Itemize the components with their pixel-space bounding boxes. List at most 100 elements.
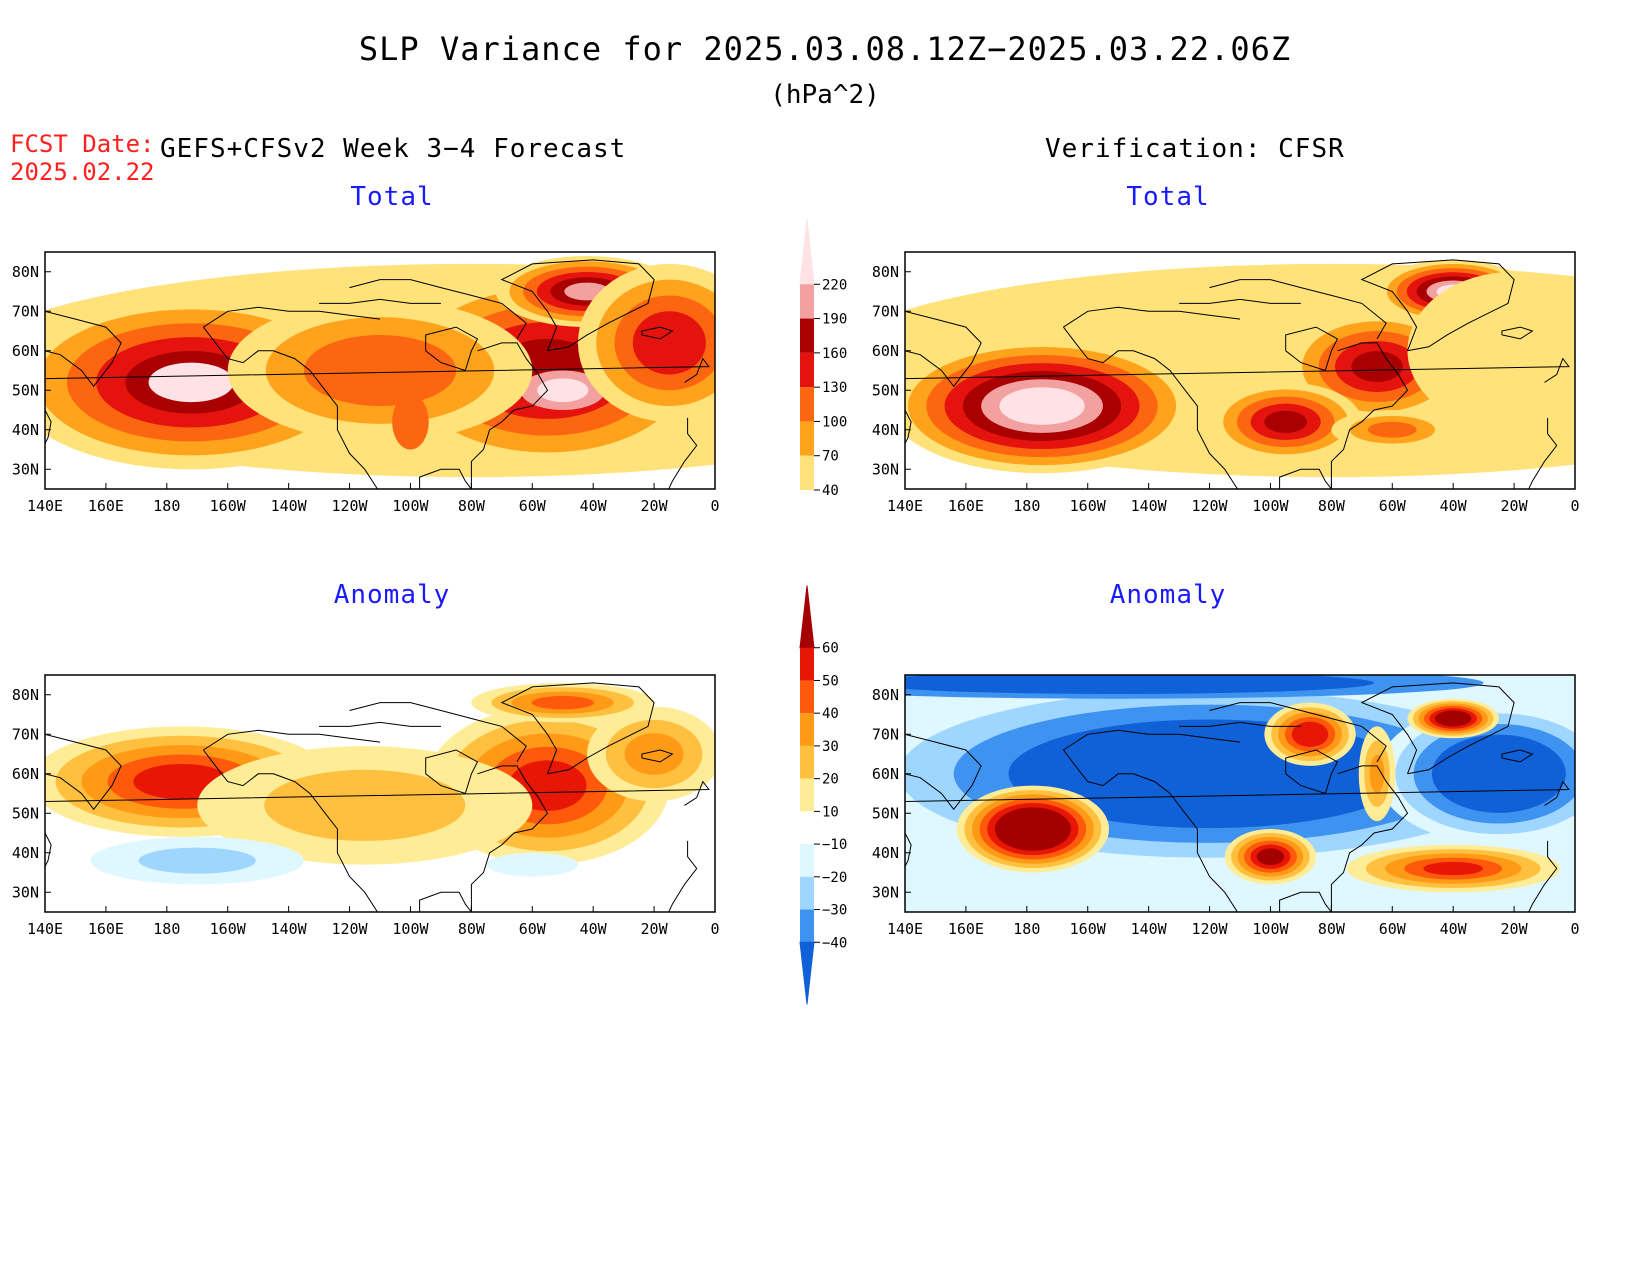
contour-fill	[1367, 421, 1417, 438]
coastline	[319, 721, 441, 727]
x-tick-label: 0	[710, 920, 719, 938]
colorbar-swatch	[800, 680, 814, 714]
x-tick-label: 160E	[88, 497, 124, 515]
colorbar-swatch	[800, 745, 814, 779]
map-panel-ft: 140E 160E 180 160W 140W 120W 100W 80W 60W 40W 20W 0…	[12, 251, 720, 515]
y-tick-label: 60N	[12, 765, 39, 783]
x-tick-label: 160E	[948, 497, 984, 515]
contour-fill	[138, 847, 256, 874]
y-tick-label: 30N	[872, 883, 899, 901]
coastline	[425, 326, 479, 372]
y-tick-label: 40N	[872, 421, 899, 439]
x-tick-label: 20W	[641, 920, 669, 938]
fcst-date-value: 2025.02.22	[10, 158, 155, 186]
map-frame	[904, 251, 1576, 490]
verification-header: Verification: CFSR	[1045, 134, 1345, 164]
x-tick-label: 140E	[887, 497, 923, 515]
x-tick-label: 0	[1570, 920, 1579, 938]
y-tick-label: 70N	[872, 302, 899, 320]
x-tick-label: 140E	[887, 920, 923, 938]
y-tick-label: 80N	[12, 263, 39, 281]
y-tick-label: 30N	[12, 460, 39, 478]
y-tick-label: 60N	[872, 342, 899, 360]
coastline	[905, 832, 912, 868]
verification-anomaly-subtitle: Anomaly	[1109, 580, 1227, 610]
contour-fill	[1264, 410, 1307, 433]
coastline	[419, 765, 549, 912]
forecast-total-subtitle: Total	[350, 182, 434, 212]
contour-fill	[264, 769, 466, 841]
coastline	[641, 326, 674, 340]
colorbar-swatch	[800, 421, 814, 456]
x-tick-label: 160W	[1070, 497, 1107, 515]
x-tick-label: 40W	[1440, 920, 1468, 938]
x-tick-label: 160E	[88, 920, 124, 938]
colorbar-swatch	[800, 811, 814, 845]
figure-title: SLP Variance for 2025.03.08.12Z−2025.03.…	[358, 30, 1292, 68]
forecast-header: GEFS+CFSv2 Week 3−4 Forecast	[160, 134, 627, 164]
y-tick-label: 70N	[12, 725, 39, 743]
coastline	[500, 682, 655, 775]
colorbar-label: −10	[822, 837, 847, 853]
y-tick-label: 40N	[12, 844, 39, 862]
colorbar-swatch	[800, 876, 814, 910]
x-tick-label: 120W	[331, 920, 368, 938]
x-tick-label: 60W	[519, 920, 547, 938]
contour-fill	[632, 311, 706, 375]
coastline	[905, 310, 982, 388]
colorbar-label: 30	[822, 739, 839, 755]
x-tick-label: 0	[710, 497, 719, 515]
coastline	[419, 342, 549, 489]
x-tick-label: 120W	[331, 497, 368, 515]
colorbar-label: −40	[822, 935, 847, 951]
x-tick-label: 100W	[1252, 920, 1289, 938]
units-label: (hPa^2)	[770, 80, 880, 110]
y-tick-label: 80N	[872, 686, 899, 704]
coastline	[668, 840, 698, 912]
y-tick-label: 40N	[12, 421, 39, 439]
coastline	[1528, 417, 1558, 489]
colorbar-swatch	[800, 318, 814, 353]
x-tick-label: 180	[1013, 497, 1040, 515]
x-tick-label: 140W	[271, 497, 308, 515]
contour-fill	[1369, 754, 1385, 793]
x-tick-label: 40W	[580, 920, 608, 938]
coastline	[1063, 306, 1241, 328]
x-tick-label: 180	[1013, 920, 1040, 938]
coastline	[1179, 298, 1301, 304]
coastline	[45, 780, 710, 806]
x-tick-label: 140W	[1131, 497, 1168, 515]
x-tick-label: 60W	[1379, 497, 1407, 515]
colorbar-label: 130	[822, 380, 847, 396]
x-tick-label: 100W	[1252, 497, 1289, 515]
colorbar-swatch	[800, 778, 814, 812]
x-tick-label: 160W	[210, 497, 247, 515]
coastline	[1063, 729, 1241, 751]
colorbar-swatch	[800, 352, 814, 388]
y-tick-label: 70N	[872, 725, 899, 743]
contour-fill	[1351, 351, 1403, 383]
contour-fill	[1291, 721, 1329, 747]
contour-fill	[1434, 710, 1472, 727]
x-tick-label: 80W	[1318, 920, 1346, 938]
coastline	[45, 357, 710, 383]
contour-fill	[531, 695, 594, 710]
y-tick-label: 60N	[872, 765, 899, 783]
field-layer	[45, 675, 715, 912]
coastline	[668, 417, 698, 489]
colorbar-swatch	[800, 909, 814, 943]
x-tick-label: 40W	[1440, 497, 1468, 515]
coastline	[905, 357, 1570, 383]
x-tick-label: 80W	[1318, 497, 1346, 515]
coastline	[1285, 326, 1339, 372]
y-tick-label: 30N	[872, 460, 899, 478]
contour-fill	[624, 733, 684, 775]
x-tick-label: 60W	[1379, 920, 1407, 938]
forecast-anomaly-subtitle: Anomaly	[333, 580, 451, 610]
x-tick-label: 140E	[27, 497, 63, 515]
contour-fill	[1423, 861, 1484, 876]
coastline	[1063, 749, 1239, 912]
x-tick-label: 0	[1570, 497, 1579, 515]
x-tick-label: 20W	[1501, 920, 1529, 938]
x-tick-label: 100W	[392, 920, 429, 938]
